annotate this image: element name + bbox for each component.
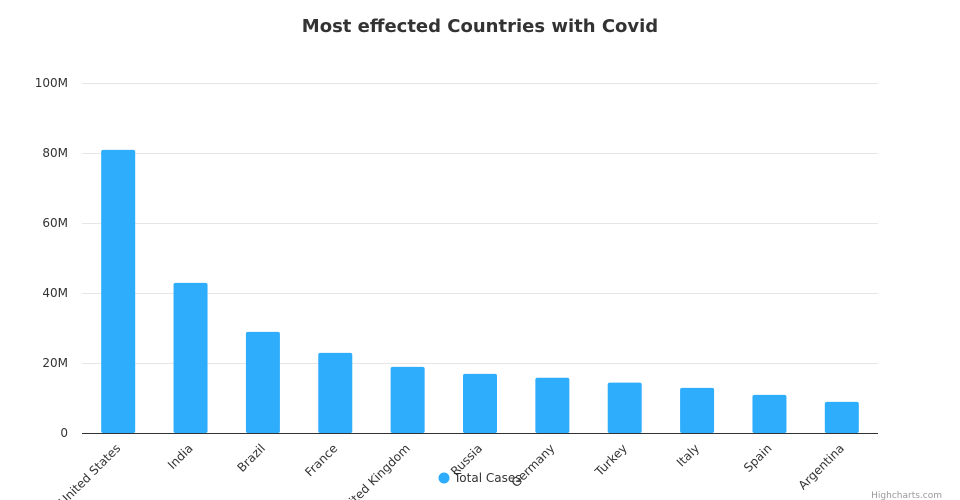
x-tick-label: Spain [741, 441, 775, 475]
x-tick-label: United States [56, 441, 123, 500]
legend-label: Total Cases [453, 471, 521, 485]
bar[interactable] [101, 149, 136, 433]
y-tick-label: 80M [42, 146, 68, 160]
y-tick-label: 40M [42, 286, 68, 300]
x-tick-label: United Kingdom [335, 441, 413, 500]
legend[interactable]: Total Cases [438, 471, 522, 485]
gridlines [82, 83, 878, 364]
bar[interactable] [318, 352, 353, 433]
bar[interactable] [463, 373, 497, 433]
bar[interactable] [535, 377, 570, 433]
y-axis-ticks: 0 20M 40M 60M 80M 100M [35, 76, 68, 440]
legend-marker [438, 472, 450, 484]
bar[interactable] [752, 394, 787, 433]
x-tick-label: Turkey [592, 441, 630, 479]
bar[interactable] [680, 387, 715, 433]
x-tick-label: Argentina [796, 441, 847, 492]
credit-text[interactable]: Highcharts.com [871, 491, 942, 500]
bar[interactable] [390, 366, 425, 433]
bar[interactable] [607, 382, 642, 433]
x-tick-label: India [165, 441, 196, 472]
x-tick-label: Italy [674, 441, 702, 469]
chart-title: Most effected Countries with Covid [302, 16, 658, 37]
bars [101, 149, 859, 433]
bar[interactable] [173, 282, 208, 433]
y-tick-label: 100M [35, 76, 68, 90]
y-tick-label: 0 [60, 426, 68, 440]
y-tick-label: 20M [42, 356, 68, 370]
bar[interactable] [245, 331, 280, 433]
x-tick-label: Brazil [234, 441, 268, 475]
x-tick-label: France [302, 441, 340, 479]
y-tick-label: 60M [42, 216, 68, 230]
bar[interactable] [824, 401, 859, 433]
